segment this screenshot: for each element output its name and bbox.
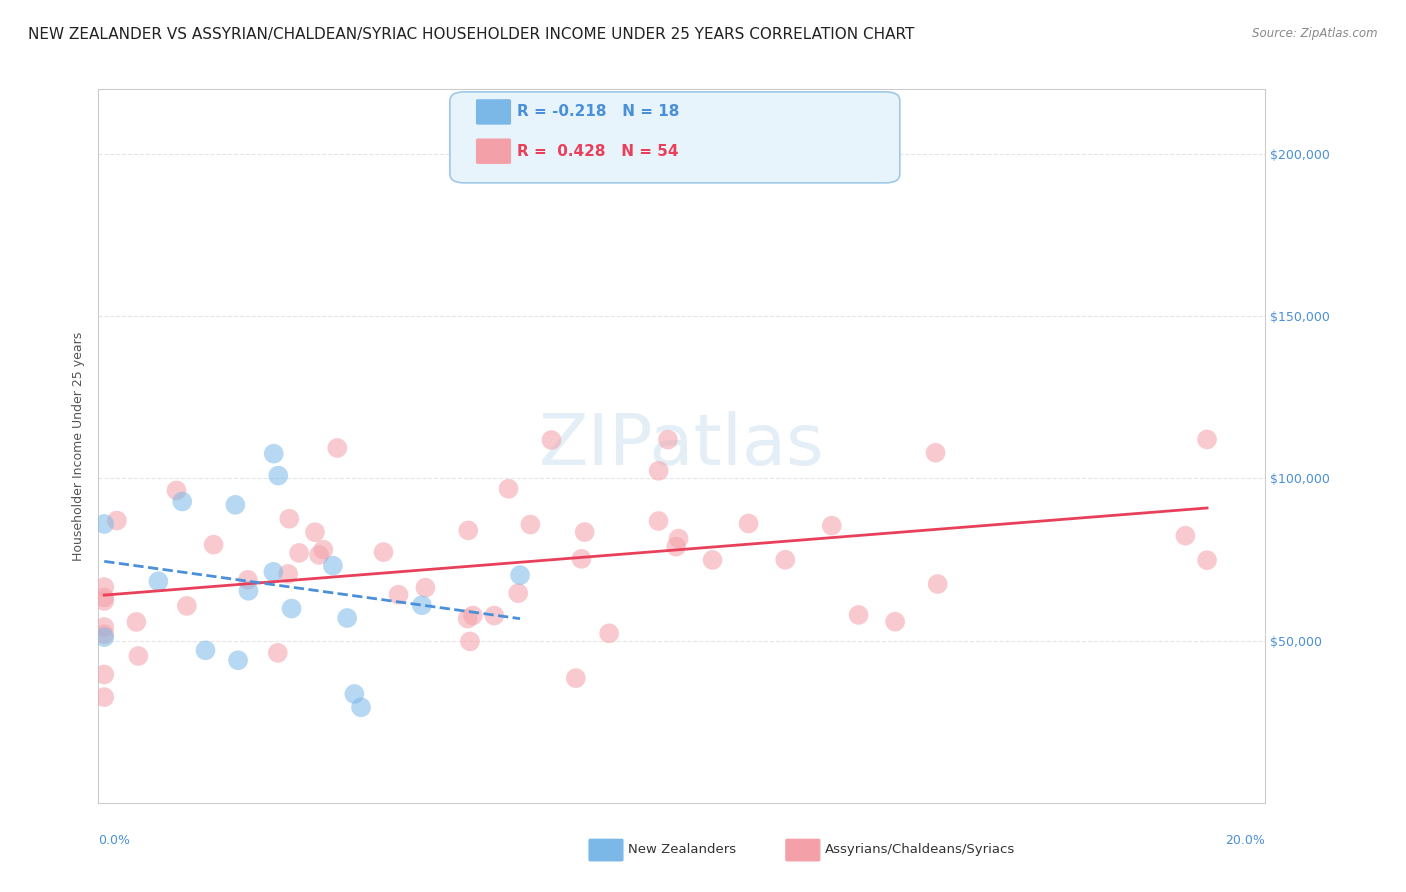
Point bbox=[737, 516, 759, 531]
Point bbox=[461, 608, 484, 623]
Point bbox=[125, 615, 148, 629]
Text: Source: ZipAtlas.com: Source: ZipAtlas.com bbox=[1253, 27, 1378, 40]
Point bbox=[457, 524, 479, 538]
Text: 20.0%: 20.0% bbox=[1226, 834, 1265, 847]
Point bbox=[267, 646, 290, 660]
Text: New Zealanders: New Zealanders bbox=[628, 843, 737, 855]
Text: NEW ZEALANDER VS ASSYRIAN/CHALDEAN/SYRIAC HOUSEHOLDER INCOME UNDER 25 YEARS CORR: NEW ZEALANDER VS ASSYRIAN/CHALDEAN/SYRIA… bbox=[28, 27, 914, 42]
Point bbox=[267, 468, 290, 483]
Point bbox=[509, 568, 531, 582]
Point bbox=[565, 671, 588, 685]
Point bbox=[194, 643, 217, 657]
Point bbox=[148, 574, 170, 589]
Point bbox=[484, 608, 506, 623]
Text: R =  0.428   N = 54: R = 0.428 N = 54 bbox=[517, 145, 679, 159]
Point bbox=[336, 611, 359, 625]
Point bbox=[127, 648, 149, 663]
Point bbox=[458, 634, 481, 648]
Text: R = -0.218   N = 18: R = -0.218 N = 18 bbox=[517, 104, 679, 119]
Point bbox=[924, 446, 946, 460]
Point bbox=[508, 586, 530, 600]
Point bbox=[172, 494, 194, 508]
Point bbox=[884, 615, 907, 629]
Point bbox=[224, 498, 246, 512]
Point bbox=[498, 482, 520, 496]
Point bbox=[1195, 433, 1218, 447]
Point bbox=[236, 573, 259, 587]
Point bbox=[93, 667, 115, 681]
Point bbox=[1174, 529, 1197, 543]
Point bbox=[1195, 553, 1218, 567]
Point bbox=[927, 577, 949, 591]
Point bbox=[821, 518, 844, 533]
Point bbox=[848, 607, 870, 622]
Point bbox=[308, 548, 330, 562]
Point bbox=[415, 581, 437, 595]
Point bbox=[702, 553, 724, 567]
Point bbox=[343, 687, 366, 701]
Point bbox=[322, 558, 344, 573]
Point bbox=[647, 514, 669, 528]
Point bbox=[304, 525, 326, 540]
Text: 0.0%: 0.0% bbox=[98, 834, 131, 847]
Point bbox=[278, 512, 301, 526]
Y-axis label: Householder Income Under 25 years: Householder Income Under 25 years bbox=[72, 331, 84, 561]
Point bbox=[665, 540, 688, 554]
Point bbox=[411, 599, 433, 613]
Point bbox=[519, 517, 541, 532]
Point bbox=[598, 626, 620, 640]
Text: Assyrians/Chaldeans/Syriacs: Assyrians/Chaldeans/Syriacs bbox=[825, 843, 1015, 855]
Point bbox=[93, 591, 115, 605]
Point bbox=[457, 612, 479, 626]
Point bbox=[93, 594, 115, 608]
Point bbox=[326, 441, 349, 455]
Point bbox=[387, 588, 409, 602]
Point bbox=[277, 566, 299, 581]
Point bbox=[373, 545, 395, 559]
Point bbox=[280, 601, 302, 615]
Point bbox=[176, 599, 198, 613]
Point bbox=[93, 690, 115, 704]
Text: ZIPatlas: ZIPatlas bbox=[538, 411, 825, 481]
Point bbox=[226, 653, 249, 667]
Point bbox=[647, 464, 669, 478]
Point bbox=[263, 447, 285, 461]
Point bbox=[668, 532, 690, 546]
Point bbox=[540, 433, 562, 447]
Point bbox=[350, 700, 373, 714]
Point bbox=[93, 627, 115, 641]
Point bbox=[775, 553, 797, 567]
Point bbox=[238, 583, 260, 598]
Point bbox=[93, 620, 115, 634]
Point bbox=[93, 630, 115, 644]
Point bbox=[288, 546, 311, 560]
Point bbox=[574, 525, 596, 540]
Point bbox=[105, 514, 128, 528]
Point bbox=[93, 516, 115, 531]
Point bbox=[312, 542, 335, 557]
Point bbox=[166, 483, 188, 498]
Point bbox=[571, 552, 593, 566]
Point bbox=[202, 538, 225, 552]
Point bbox=[262, 565, 284, 579]
Point bbox=[657, 433, 679, 447]
Point bbox=[93, 580, 115, 594]
